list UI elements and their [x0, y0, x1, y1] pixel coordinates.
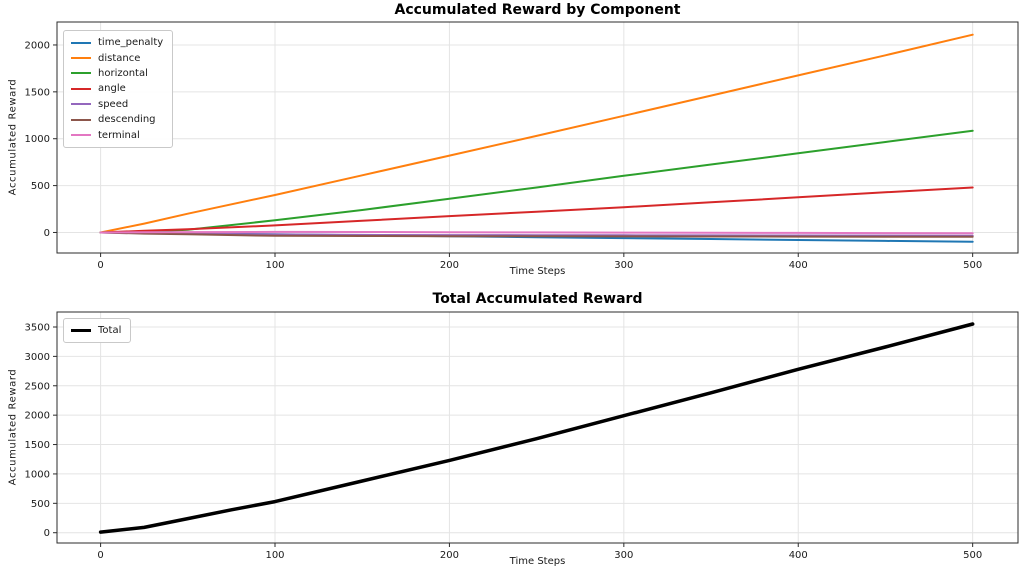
x-tick-label: 500 — [963, 260, 982, 271]
legend-line-swatch — [71, 103, 91, 106]
x-tick-label: 500 — [963, 550, 982, 561]
y-tick-label: 0 — [44, 528, 50, 539]
legend-entry-descending: descending — [71, 112, 163, 127]
series-line-terminal — [99, 230, 974, 235]
legend-label: distance — [98, 52, 141, 64]
top-chart-xlabel: Time Steps — [509, 266, 566, 277]
bottom-chart-legend: Total — [63, 318, 132, 344]
legend-line-swatch — [71, 134, 91, 137]
legend-entry-speed: speed — [71, 97, 163, 112]
legend-line-swatch — [71, 87, 91, 90]
legend-line-swatch — [71, 41, 91, 44]
y-tick-label: 500 — [31, 181, 50, 192]
legend-line-swatch — [71, 329, 91, 333]
x-tick-label: 300 — [614, 550, 633, 561]
legend-entry-Total: Total — [71, 323, 121, 338]
top-chart-legend: time_penalty distance horizontal angle speed… — [63, 30, 174, 148]
x-tick-label: 0 — [97, 260, 103, 271]
legend-line-swatch — [71, 57, 91, 60]
legend-label: Total — [98, 325, 122, 337]
y-tick-label: 3000 — [25, 352, 50, 363]
plot-border — [56, 21, 1019, 254]
y-tick-label: 2500 — [25, 381, 50, 392]
chart-1: 0 100 200 300 400 500 0 500 1000 1500 2000 2500 3000… — [25, 311, 1019, 561]
legend-label: descending — [98, 114, 156, 126]
x-tick-label: 200 — [440, 260, 459, 271]
x-tick-label: 200 — [440, 550, 459, 561]
series-line-distance — [99, 33, 974, 234]
x-tick-label: 400 — [789, 550, 808, 561]
legend-label: speed — [98, 98, 129, 110]
x-tick-label: 100 — [265, 550, 284, 561]
legend-entry-terminal: terminal — [71, 127, 163, 142]
plot-border — [56, 311, 1019, 544]
bottom-chart-ylabel: Accumulated Reward — [7, 368, 19, 486]
series-line-horizontal — [99, 129, 974, 234]
top-chart-title: Accumulated Reward by Component — [394, 2, 681, 18]
y-tick-label: 2000 — [25, 40, 50, 51]
x-tick-label: 0 — [97, 550, 103, 561]
legend-label: terminal — [98, 129, 140, 141]
y-tick-label: 500 — [31, 499, 50, 510]
y-tick-label: 1500 — [25, 440, 50, 451]
legend-line-swatch — [71, 72, 91, 75]
bottom-chart-xlabel: Time Steps — [509, 556, 566, 567]
chart-0: 0 100 200 300 400 500 0 500 1000 1500 2000 — [25, 21, 1019, 271]
top-chart-ylabel: Accumulated Reward — [7, 78, 19, 196]
legend-entry-distance: distance — [71, 50, 163, 65]
series-line-angle — [99, 186, 974, 234]
y-tick-label: 3500 — [25, 322, 50, 333]
legend-label: angle — [98, 83, 126, 95]
legend-entry-angle: angle — [71, 81, 163, 96]
x-tick-label: 400 — [789, 260, 808, 271]
legend-label: horizontal — [98, 67, 148, 79]
y-tick-label: 0 — [44, 228, 50, 239]
legend-line-swatch — [71, 118, 91, 121]
bottom-chart-title: Total Accumulated Reward — [432, 291, 643, 307]
legend-label: time_penalty — [98, 37, 164, 49]
series-line-Total — [98, 322, 975, 534]
x-tick-label: 100 — [265, 260, 284, 271]
y-tick-label: 1000 — [25, 134, 50, 145]
series-line-descending — [99, 231, 974, 238]
legend-entry-time_penalty: time_penalty — [71, 35, 163, 50]
y-tick-label: 1000 — [25, 469, 50, 480]
legend-entry-horizontal: horizontal — [71, 66, 163, 81]
y-tick-label: 2000 — [25, 411, 50, 422]
x-tick-label: 300 — [614, 260, 633, 271]
y-tick-label: 1500 — [25, 87, 50, 98]
